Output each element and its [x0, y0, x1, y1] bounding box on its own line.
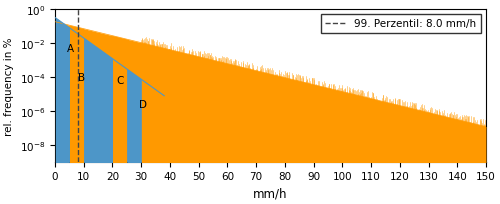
X-axis label: mm/h: mm/h — [253, 187, 288, 200]
Text: A: A — [68, 44, 74, 54]
Text: C: C — [116, 75, 124, 85]
Legend: 99. Perzentil: 8.0 mm/h: 99. Perzentil: 8.0 mm/h — [321, 15, 481, 33]
Y-axis label: rel. frequency in %: rel. frequency in % — [4, 37, 14, 135]
Text: B: B — [78, 73, 85, 83]
Text: D: D — [138, 100, 146, 110]
